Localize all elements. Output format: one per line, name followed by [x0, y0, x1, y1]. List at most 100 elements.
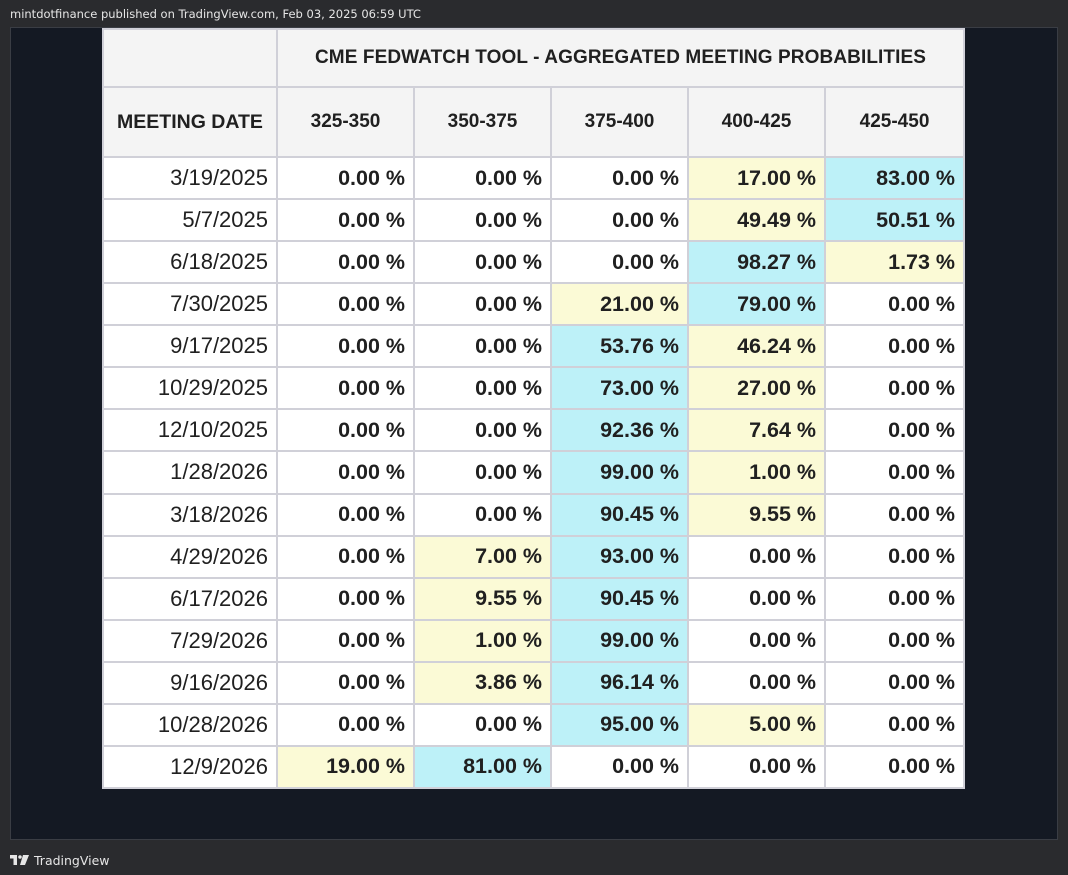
probability-cell: 0.00 %	[276, 324, 415, 369]
table-row: 9/16/2026 0.00 % 3.86 % 96.14 % 0.00 % 0.00 %	[102, 660, 966, 705]
probability-cell: 7.64 %	[687, 408, 826, 453]
probability-cell: 90.45 %	[550, 576, 689, 621]
table-row: 12/9/2026 19.00 % 81.00 % 0.00 % 0.00 % 0.00 …	[102, 744, 966, 790]
meeting-date-cell: 6/17/2026	[102, 576, 278, 621]
table-title: CME FEDWATCH TOOL - AGGREGATED MEETING P…	[275, 28, 966, 88]
probability-cell: 0.00 %	[687, 744, 826, 790]
probability-cell: 93.00 %	[550, 534, 689, 579]
probability-cell: 0.00 %	[276, 155, 415, 201]
probability-cell: 46.24 %	[687, 324, 826, 369]
probability-cell: 0.00 %	[823, 576, 966, 621]
meeting-date-cell: 9/17/2025	[102, 324, 278, 369]
probability-cell: 98.27 %	[687, 240, 826, 285]
probability-cell: 1.00 %	[413, 618, 552, 663]
meeting-date-cell: 4/29/2026	[102, 534, 278, 579]
probability-cell: 0.00 %	[687, 660, 826, 705]
meeting-date-cell: 5/7/2025	[102, 198, 278, 243]
table-row: 7/29/2026 0.00 % 1.00 % 99.00 % 0.00 % 0.00 %	[102, 618, 966, 663]
column-header-425-450: 425-450	[823, 86, 966, 158]
column-header-400-425: 400-425	[687, 86, 826, 158]
probability-cell: 0.00 %	[823, 618, 966, 663]
meeting-date-cell: 3/19/2025	[102, 155, 278, 201]
probability-cell: 0.00 %	[276, 282, 415, 327]
probability-cell: 0.00 %	[276, 702, 415, 747]
probability-cell: 79.00 %	[687, 282, 826, 327]
table-row: 3/18/2026 0.00 % 0.00 % 90.45 % 9.55 % 0.00 %	[102, 492, 966, 537]
table-row: 12/10/2025 0.00 % 0.00 % 92.36 % 7.64 % 0.00 …	[102, 408, 966, 453]
meeting-date-cell: 10/28/2026	[102, 702, 278, 747]
probability-cell: 0.00 %	[823, 492, 966, 537]
probability-cell: 90.45 %	[550, 492, 689, 537]
probability-cell: 0.00 %	[413, 702, 552, 747]
meeting-date-cell: 12/10/2025	[102, 408, 278, 453]
probability-cell: 0.00 %	[823, 324, 966, 369]
publish-info: mintdotfinance published on TradingView.…	[10, 7, 421, 21]
probability-cell: 3.86 %	[413, 660, 552, 705]
probability-cell: 0.00 %	[413, 366, 552, 411]
meeting-date-cell: 7/29/2026	[102, 618, 278, 663]
probability-cell: 0.00 %	[550, 744, 689, 790]
tradingview-brand: TradingView	[34, 852, 110, 868]
probability-cell: 0.00 %	[823, 660, 966, 705]
meeting-date-cell: 7/30/2025	[102, 282, 278, 327]
column-header-350-375: 350-375	[413, 86, 552, 158]
probability-cell: 0.00 %	[413, 240, 552, 285]
meeting-date-cell: 12/9/2026	[102, 744, 278, 790]
probability-cell: 0.00 %	[823, 282, 966, 327]
probability-cell: 0.00 %	[550, 155, 689, 201]
probability-cell: 0.00 %	[687, 618, 826, 663]
table-row: 3/19/2025 0.00 % 0.00 % 0.00 % 17.00 % 83.00 …	[102, 155, 966, 201]
table-row: 10/28/2026 0.00 % 0.00 % 95.00 % 5.00 % 0.00 …	[102, 702, 966, 747]
table-row: 10/29/2025 0.00 % 0.00 % 73.00 % 27.00 % 0.00…	[102, 366, 966, 411]
probability-cell: 0.00 %	[823, 702, 966, 747]
probability-cell: 7.00 %	[413, 534, 552, 579]
probability-cell: 53.76 %	[550, 324, 689, 369]
probability-cell: 0.00 %	[276, 492, 415, 537]
meeting-date-cell: 3/18/2026	[102, 492, 278, 537]
table-row: 1/28/2026 0.00 % 0.00 % 99.00 % 1.00 % 0.00 %	[102, 450, 966, 495]
table-row: 6/18/2025 0.00 % 0.00 % 0.00 % 98.27 % 1.73 %	[102, 240, 966, 285]
column-header-375-400: 375-400	[550, 86, 689, 158]
probability-cell: 0.00 %	[823, 534, 966, 579]
probability-cell: 96.14 %	[550, 660, 689, 705]
probability-cell: 0.00 %	[413, 492, 552, 537]
probability-cell: 1.00 %	[687, 450, 826, 495]
probability-cell: 0.00 %	[276, 366, 415, 411]
probability-cell: 1.73 %	[823, 240, 966, 285]
probability-cell: 0.00 %	[276, 534, 415, 579]
probability-cell: 0.00 %	[823, 366, 966, 411]
probability-cell: 92.36 %	[550, 408, 689, 453]
probability-cell: 0.00 %	[276, 198, 415, 243]
probability-cell: 0.00 %	[687, 576, 826, 621]
probability-cell: 9.55 %	[687, 492, 826, 537]
probability-cell: 99.00 %	[550, 450, 689, 495]
probability-cell: 73.00 %	[550, 366, 689, 411]
fedwatch-table-image: CME FEDWATCH TOOL - AGGREGATED MEETING P…	[102, 28, 966, 790]
footer-bar: TradingView	[0, 845, 1068, 875]
probability-cell: 0.00 %	[413, 198, 552, 243]
probability-cell: 81.00 %	[413, 744, 552, 790]
probability-cell: 0.00 %	[276, 450, 415, 495]
probability-cell: 95.00 %	[550, 702, 689, 747]
probability-cell: 0.00 %	[823, 450, 966, 495]
probability-cell: 0.00 %	[823, 744, 966, 790]
probability-cell: 50.51 %	[823, 198, 966, 243]
meeting-date-cell: 9/16/2026	[102, 660, 278, 705]
tradingview-logo-icon	[10, 855, 29, 865]
probability-cell: 19.00 %	[276, 744, 415, 790]
meeting-date-cell: 6/18/2025	[102, 240, 278, 285]
table-row: 7/30/2025 0.00 % 0.00 % 21.00 % 79.00 % 0.00 …	[102, 282, 966, 327]
probability-cell: 83.00 %	[823, 155, 966, 201]
meeting-date-cell: 1/28/2026	[102, 450, 278, 495]
probability-cell: 49.49 %	[687, 198, 826, 243]
probability-cell: 99.00 %	[550, 618, 689, 663]
table-corner-cell	[102, 28, 278, 88]
probability-cell: 0.00 %	[550, 240, 689, 285]
probability-cell: 0.00 %	[276, 240, 415, 285]
probability-cell: 0.00 %	[550, 198, 689, 243]
table-body: 3/19/2025 0.00 % 0.00 % 0.00 % 17.00 % 83.00 …	[102, 155, 966, 790]
probability-cell: 0.00 %	[823, 408, 966, 453]
probability-cell: 0.00 %	[413, 324, 552, 369]
probability-cell: 0.00 %	[413, 282, 552, 327]
table-row: 4/29/2026 0.00 % 7.00 % 93.00 % 0.00 % 0.00 %	[102, 534, 966, 579]
